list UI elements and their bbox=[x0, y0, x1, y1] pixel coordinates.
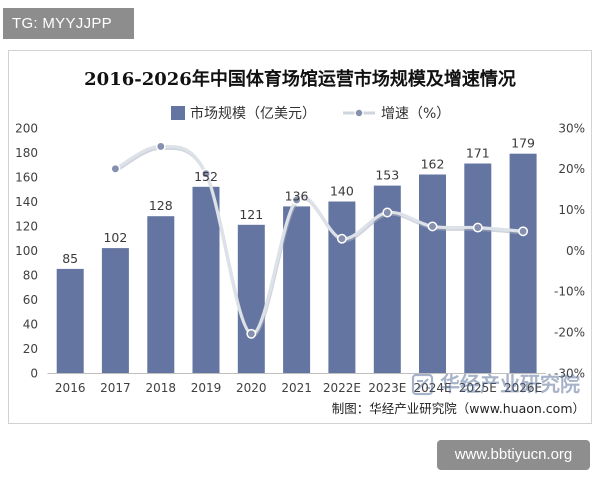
chart-title: 2016-2026年中国体育场馆运营市场规模及增速情况 bbox=[84, 68, 516, 90]
x-tick-label-2021: 2021 bbox=[281, 381, 312, 395]
y-left-tick-label-120: 120 bbox=[15, 219, 38, 233]
x-tick-label-2026e: 2026E bbox=[504, 381, 542, 395]
bar-2026e bbox=[509, 153, 537, 373]
bar-2019 bbox=[192, 186, 220, 373]
legend-item-market-size: 市场规模（亿美元） bbox=[171, 105, 316, 122]
bar-2016 bbox=[56, 268, 84, 373]
bar-2018 bbox=[147, 216, 175, 373]
bar-value-label-2025e: 171 bbox=[466, 146, 490, 161]
growth-marker-2022e bbox=[336, 233, 347, 244]
growth-marker-2017 bbox=[110, 163, 121, 174]
bar-value-label-2021: 136 bbox=[285, 188, 309, 203]
bar-value-label-2016: 85 bbox=[62, 251, 78, 266]
bar-value-label-2024e: 162 bbox=[421, 157, 445, 172]
bar-2021 bbox=[283, 206, 311, 373]
y-axis-left-labels: 0 20 40 60 80 100 120 140 160 180 200 bbox=[15, 121, 38, 380]
bar-value-label-2026e: 179 bbox=[511, 136, 535, 151]
x-tick-label-2020: 2020 bbox=[236, 381, 267, 395]
x-tick-label-2025e: 2025E bbox=[459, 381, 497, 395]
legend-line-marker bbox=[354, 108, 364, 118]
y-axis-right-labels: -30% -20% -10% 0% 10% 20% 30% bbox=[554, 121, 585, 380]
growth-marker-2023e bbox=[382, 207, 393, 218]
x-tick-label-2023e: 2023E bbox=[368, 381, 406, 395]
growth-marker-2025e bbox=[472, 222, 483, 233]
y-left-tick-label-100: 100 bbox=[15, 244, 38, 258]
bar-2022e bbox=[328, 201, 356, 373]
bar-2025e bbox=[464, 163, 492, 373]
growth-marker-2020 bbox=[246, 328, 257, 339]
growth-rate-line bbox=[110, 141, 529, 339]
bar-value-label-2017: 102 bbox=[103, 230, 127, 245]
legend-bar-swatch bbox=[171, 106, 185, 120]
bar-value-label-2023e: 153 bbox=[375, 168, 399, 183]
x-tick-label-2019: 2019 bbox=[191, 381, 222, 395]
huajing-watermark: 华经产业研究院 bbox=[411, 372, 580, 396]
bar-2020 bbox=[237, 224, 265, 373]
huajing-logo-icon bbox=[411, 373, 434, 396]
growth-marker-2018 bbox=[155, 141, 166, 152]
bar-value-label-2019: 152 bbox=[194, 169, 218, 184]
y-right-tick-label-neg30pct: -30% bbox=[554, 366, 585, 380]
legend-market-size-label: 市场规模（亿美元） bbox=[190, 105, 316, 122]
y-right-tick-label-20pct: 20% bbox=[558, 162, 585, 176]
tg-badge: TG: MYYJJPP bbox=[3, 8, 134, 39]
x-tick-label-2018: 2018 bbox=[146, 381, 177, 395]
y-left-tick-label-140: 140 bbox=[15, 195, 38, 209]
market-size-data-labels: 85 102 128 152 121 136 140 153 162 171 179 bbox=[62, 136, 535, 266]
growth-marker-2026e bbox=[518, 226, 529, 237]
y-left-tick-label-180: 180 bbox=[15, 146, 38, 160]
bar-value-label-2018: 128 bbox=[149, 198, 173, 213]
y-right-tick-label-10pct: 10% bbox=[558, 203, 585, 217]
bar-value-label-2022e: 140 bbox=[330, 184, 354, 199]
growth-marker-2024e bbox=[427, 221, 438, 232]
site-watermark-badge: www.bbtiyucn.org bbox=[437, 440, 590, 470]
market-size-bars bbox=[56, 153, 537, 373]
x-tick-label-2016: 2016 bbox=[55, 381, 86, 395]
growth-marker-2021 bbox=[291, 194, 302, 205]
legend-growth-label: 增速（%） bbox=[381, 106, 450, 122]
bar-2017 bbox=[101, 248, 129, 373]
source-note: 制图：华经产业研究院（www.huaon.com） bbox=[332, 401, 585, 416]
huajing-watermark-text: 华经产业研究院 bbox=[440, 372, 580, 396]
bar-2024e bbox=[419, 174, 446, 373]
y-right-tick-label-neg20pct: -20% bbox=[554, 326, 585, 340]
x-tick-label-2022e: 2022E bbox=[323, 381, 361, 395]
x-tick-label-2017: 2017 bbox=[100, 381, 131, 395]
y-left-tick-label-160: 160 bbox=[15, 170, 38, 184]
y-left-tick-label-0: 0 bbox=[30, 366, 38, 380]
growth-marker-2019 bbox=[201, 168, 211, 179]
legend: 市场规模（亿美元） 增速（%） bbox=[171, 105, 450, 122]
y-right-tick-label-0pct: 0% bbox=[566, 244, 585, 258]
y-left-tick-label-200: 200 bbox=[15, 121, 38, 135]
y-left-tick-label-80: 80 bbox=[23, 268, 38, 282]
y-left-tick-label-60: 60 bbox=[23, 293, 38, 307]
bar-value-label-2020: 121 bbox=[239, 207, 263, 222]
y-left-tick-label-20: 20 bbox=[23, 342, 38, 356]
x-axis-labels: 2016 2017 2018 2019 2020 2021 2022E 2023E 2024E 2… bbox=[55, 381, 542, 395]
legend-item-growth: 增速（%） bbox=[343, 106, 450, 122]
y-left-tick-label-40: 40 bbox=[23, 317, 38, 331]
y-right-tick-label-30pct: 30% bbox=[558, 121, 585, 135]
y-right-tick-label-neg10pct: -10% bbox=[554, 285, 585, 299]
